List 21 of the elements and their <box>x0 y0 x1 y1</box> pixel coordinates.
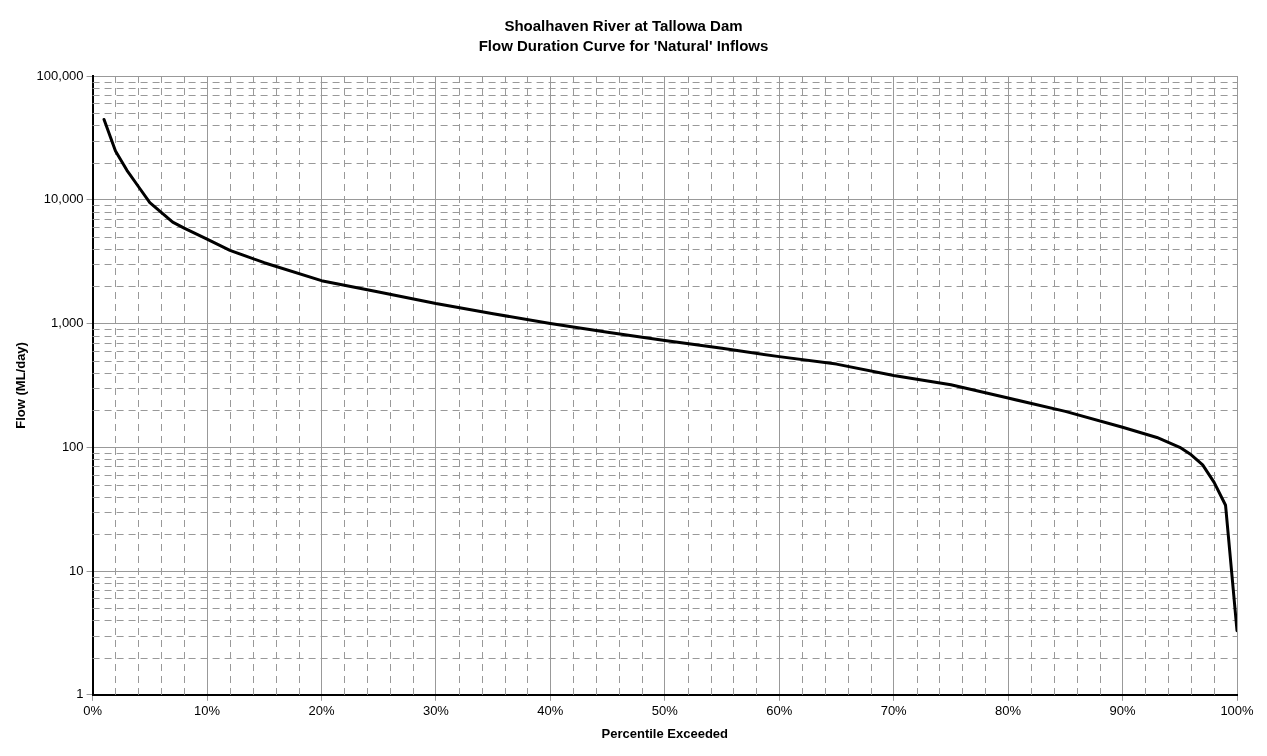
y-tick-label: 1 <box>76 686 84 702</box>
x-tick-label: 100% <box>1220 703 1255 719</box>
x-tick-label: 90% <box>1109 703 1136 719</box>
chart-subtitle: Flow Duration Curve for 'Natural' Inflows <box>478 37 769 55</box>
x-tick-label: 50% <box>651 703 679 719</box>
y-axis-title: Flow (ML/day) <box>13 342 29 429</box>
x-axis-title: Percentile Exceeded <box>601 725 729 741</box>
x-tick-label: 10% <box>194 703 221 719</box>
x-tick-label: 20% <box>308 703 335 719</box>
y-tick-label: 10 <box>69 562 84 578</box>
x-tick-label: 70% <box>880 703 908 719</box>
y-tick-label: 100 <box>61 438 84 454</box>
y-tick-label: 100,000 <box>36 67 84 83</box>
chart-title: Shoalhaven River at Tallowa Dam <box>504 17 743 35</box>
y-tick-label: 10,000 <box>43 191 84 207</box>
x-tick-label: 30% <box>422 703 450 719</box>
x-tick-label: 0% <box>83 703 103 719</box>
x-tick-label: 80% <box>995 703 1022 719</box>
x-tick-label: 60% <box>766 703 793 719</box>
y-tick-label: 1,000 <box>51 315 84 331</box>
x-tick-label: 40% <box>537 703 564 719</box>
